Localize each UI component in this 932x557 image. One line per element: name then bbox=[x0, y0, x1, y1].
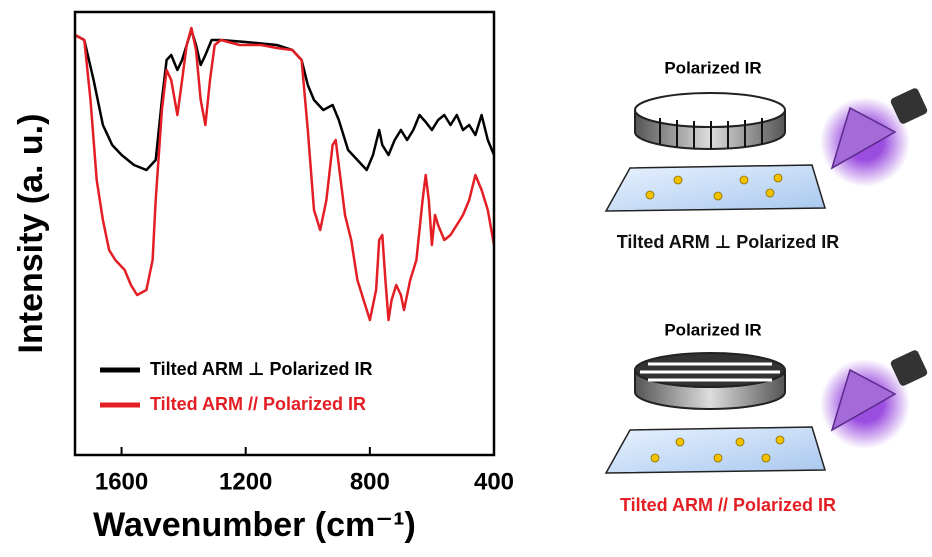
substrate bbox=[606, 165, 825, 211]
legend-label: Tilted ARM ⊥ Polarized IR bbox=[150, 359, 372, 379]
x-axis-label: Wavenumber (cm⁻¹) bbox=[93, 506, 416, 544]
diagram-title: Polarized IR bbox=[664, 320, 761, 339]
diagram-caption: Tilted ARM // Polarized IR bbox=[620, 495, 836, 515]
diagram-perpendicular: Polarized IR Tilted ARM ⊥ Polarized IR bbox=[606, 58, 929, 251]
x-tick-label: 800 bbox=[350, 468, 390, 495]
legend-label: Tilted ARM // Polarized IR bbox=[150, 394, 366, 414]
x-tick-label: 1600 bbox=[95, 468, 148, 495]
diagram-parallel: Polarized IR Tilted ARM // Polarized IR bbox=[606, 320, 929, 514]
substrate bbox=[606, 427, 825, 473]
y-axis-label: Intensity (a. u.) bbox=[12, 114, 50, 354]
series-line bbox=[75, 30, 494, 170]
diagram-title: Polarized IR bbox=[664, 58, 761, 77]
series-line bbox=[75, 28, 494, 320]
diagram-caption: Tilted ARM ⊥ Polarized IR bbox=[617, 232, 839, 252]
figure: Polarized IR Tilted ARM ⊥ Polarized IR P… bbox=[0, 0, 932, 557]
polarizer-top bbox=[635, 353, 785, 387]
x-tick-label: 1200 bbox=[219, 468, 272, 495]
x-tick-label: 400 bbox=[474, 468, 514, 495]
